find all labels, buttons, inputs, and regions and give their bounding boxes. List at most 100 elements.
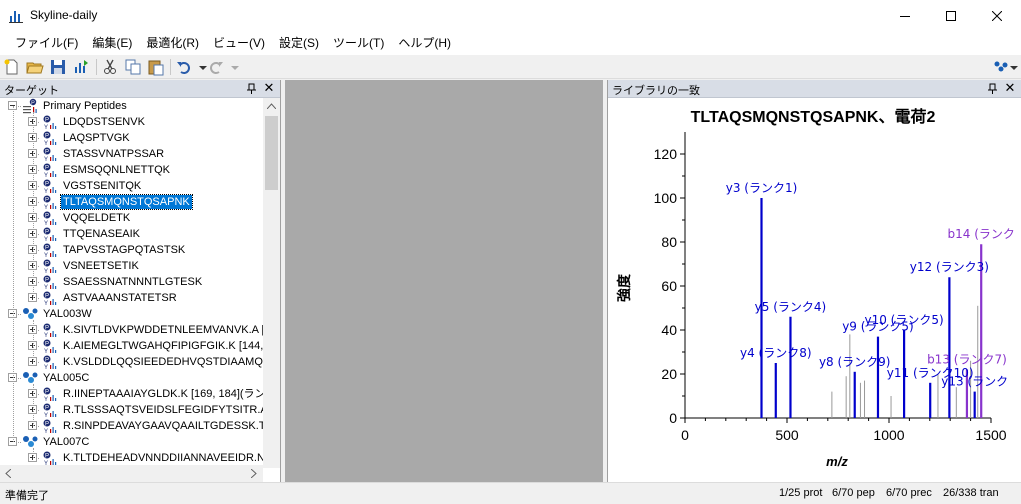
tree-peptide-row[interactable]: P Y TLTAQSMQNSTQSAPNK (0, 194, 263, 210)
cut-icon[interactable] (101, 58, 119, 76)
expand-icon[interactable] (28, 117, 37, 126)
tree-node-label[interactable]: K.VSLDDLQQSIEEDEDHVQSTDIAAMQK (63, 356, 263, 368)
tree-node-label[interactable]: SSAESSNATNNNTLGTESK (63, 276, 203, 288)
undo-icon[interactable] (175, 58, 193, 76)
close-button[interactable] (974, 0, 1020, 31)
tree-node-label[interactable]: TAPVSSTAGPQTASTSK (63, 244, 186, 256)
expand-icon[interactable] (28, 149, 37, 158)
tree-peptide-row[interactable]: P Y ESMSQQNLNETTQK (0, 162, 263, 178)
pin-icon[interactable] (246, 83, 258, 95)
collapse-icon[interactable] (8, 101, 17, 110)
collapse-icon[interactable] (8, 309, 17, 318)
tree-node-label[interactable]: YAL003W (43, 308, 92, 320)
tree-node-label[interactable]: ASTVAAANSTATETSR (63, 292, 177, 304)
tree-peptide-row[interactable]: P Y STASSVNATPSSAR (0, 146, 263, 162)
tree-peptide-row[interactable]: P Y TTQENASEAIK (0, 226, 263, 242)
open-folder-icon[interactable] (26, 58, 44, 76)
save-icon[interactable] (49, 58, 67, 76)
menu-file[interactable]: ファイル(F) (15, 36, 79, 50)
import-results-icon[interactable] (72, 58, 90, 76)
expand-icon[interactable] (28, 277, 37, 286)
menu-edit[interactable]: 編集(E) (92, 36, 133, 50)
tree-peptide-row[interactable]: P Y R.SINPDEAVAYGAAVQAAILTGDESSK.T (0, 418, 263, 434)
expand-icon[interactable] (28, 213, 37, 222)
copy-icon[interactable] (124, 58, 142, 76)
menu-settings[interactable]: 設定(S) (279, 36, 319, 50)
expand-icon[interactable] (28, 421, 37, 430)
library-panel-close-icon[interactable]: ✕ (1004, 80, 1016, 95)
tree-node-label[interactable]: LAQSPTVGK (63, 132, 130, 144)
menu-tools[interactable]: ツール(T) (333, 36, 385, 50)
tree-peptide-row[interactable]: P Y VGSTSENITQK (0, 178, 263, 194)
minimize-button[interactable] (882, 0, 928, 31)
tree-group-row[interactable]: YAL005C (0, 370, 263, 386)
tree-node-label[interactable]: ESMSQQNLNETTQK (63, 164, 170, 176)
tree-node-label[interactable]: LDQDSTSENVK (63, 116, 145, 128)
pin-icon[interactable] (987, 83, 999, 95)
tree-peptide-row[interactable]: P Y SSAESSNATNNNTLGTESK (0, 274, 263, 290)
tree-peptide-row[interactable]: P Y TAPVSSTAGPQTASTSK (0, 242, 263, 258)
collapse-icon[interactable] (8, 437, 17, 446)
expand-icon[interactable] (28, 405, 37, 414)
tree-group-row[interactable]: P Primary Peptides (0, 98, 263, 114)
tree-node-label[interactable]: R.SINPDEAVAYGAAVQAAILTGDESSK.T (63, 420, 263, 432)
scroll-left-icon[interactable] (5, 469, 11, 478)
menu-view[interactable]: ビュー(V) (213, 36, 265, 50)
maximize-button[interactable] (928, 0, 974, 31)
targets-panel-close-icon[interactable]: ✕ (263, 80, 275, 95)
paste-icon[interactable] (147, 58, 165, 76)
tree-peptide-row[interactable]: P Y R.TLSSSAQTSVEIDSLFEGIDFYTSITR.A (0, 402, 263, 418)
tree-peptide-row[interactable]: P Y VSNEETSETIK (0, 258, 263, 274)
collapse-icon[interactable] (8, 373, 17, 382)
tree-peptide-row[interactable]: P Y R.IINEPTAAAIAYGLDK.K [169, 184](ランク (0, 386, 263, 402)
tree-group-row[interactable]: YAL003W (0, 306, 263, 322)
tree-node-label[interactable]: Primary Peptides (43, 100, 127, 112)
tree-node-label[interactable]: R.TLSSSAQTSVEIDSLFEGIDFYTSITR.A (63, 404, 263, 416)
expand-icon[interactable] (28, 165, 37, 174)
tree-peptide-row[interactable]: P Y K.VSLDDLQQSIEEDEDHVQSTDIAAMQK (0, 354, 263, 370)
targets-vertical-scrollbar[interactable] (263, 98, 280, 468)
tree-node-label[interactable]: TTQENASEAIK (63, 228, 141, 240)
expand-icon[interactable] (28, 197, 37, 206)
view-dropdown-icon[interactable] (1006, 58, 1021, 76)
targets-horizontal-scrollbar[interactable] (0, 465, 263, 482)
tree-node-label[interactable]: K.SIVTLDVKPWDDETNLEEMVANVK.A [ (63, 324, 263, 336)
tree-node-label[interactable]: VSNEETSETIK (63, 260, 139, 272)
expand-icon[interactable] (28, 229, 37, 238)
tree-peptide-row[interactable]: P Y ASTVAAANSTATETSR (0, 290, 263, 306)
tree-node-label[interactable]: K.TLTDEHEADVNNDDIIANNAVEEIDR.N (63, 452, 263, 464)
redo-dropdown-icon[interactable] (226, 58, 244, 76)
expand-icon[interactable] (28, 389, 37, 398)
tree-peptide-row[interactable]: P Y K.AIEMEGLTWGAHQFIPIGFGIK.K [144, 1 (0, 338, 263, 354)
tree-node-label[interactable]: VQQELDETK (63, 212, 131, 224)
tree-node-label[interactable]: VGSTSENITQK (63, 180, 142, 192)
tree-node-label[interactable]: K.AIEMEGLTWGAHQFIPIGFGIK.K [144, 1 (63, 340, 263, 352)
expand-icon[interactable] (28, 181, 37, 190)
expand-icon[interactable] (28, 245, 37, 254)
tree-peptide-row[interactable]: P Y K.TLTDEHEADVNNDDIIANNAVEEIDR.N (0, 450, 263, 466)
expand-icon[interactable] (28, 453, 37, 462)
tree-peptide-row[interactable]: P Y LDQDSTSENVK (0, 114, 263, 130)
expand-icon[interactable] (28, 133, 37, 142)
tree-peptide-row[interactable]: P Y LAQSPTVGK (0, 130, 263, 146)
expand-icon[interactable] (28, 357, 37, 366)
tree-group-row[interactable]: YAL007C (0, 434, 263, 450)
expand-icon[interactable] (28, 325, 37, 334)
scroll-right-icon[interactable] (251, 469, 257, 478)
tree-node-label[interactable]: R.IINEPTAAAIAYGLDK.K [169, 184](ランク (63, 388, 263, 400)
expand-icon[interactable] (28, 261, 37, 270)
tree-peptide-row[interactable]: P Y K.SIVTLDVKPWDDETNLEEMVANVK.A [ (0, 322, 263, 338)
menu-help[interactable]: ヘルプ(H) (398, 36, 451, 50)
peptide-view-icon[interactable] (992, 58, 1010, 76)
scrollbar-thumb[interactable] (265, 116, 278, 190)
targets-tree[interactable]: P Primary Peptides P Y LDQDSTSENVK P Y LAQ… (0, 98, 263, 482)
expand-icon[interactable] (28, 341, 37, 350)
tree-node-label[interactable]: TLTAQSMQNSTQSAPNK (60, 194, 193, 210)
undo-dropdown-icon[interactable] (194, 58, 212, 76)
tree-node-label[interactable]: YAL007C (43, 436, 90, 448)
tree-node-label[interactable]: YAL005C (43, 372, 90, 384)
tree-node-label[interactable]: STASSVNATPSSAR (63, 148, 165, 160)
scroll-up-icon[interactable] (267, 103, 276, 109)
tree-peptide-row[interactable]: P Y VQQELDETK (0, 210, 263, 226)
spectrum-chart[interactable]: TLTAQSMQNSTQSAPNK、電荷2 強度 m/z 0 20 40 60 80 10… (608, 98, 1021, 482)
